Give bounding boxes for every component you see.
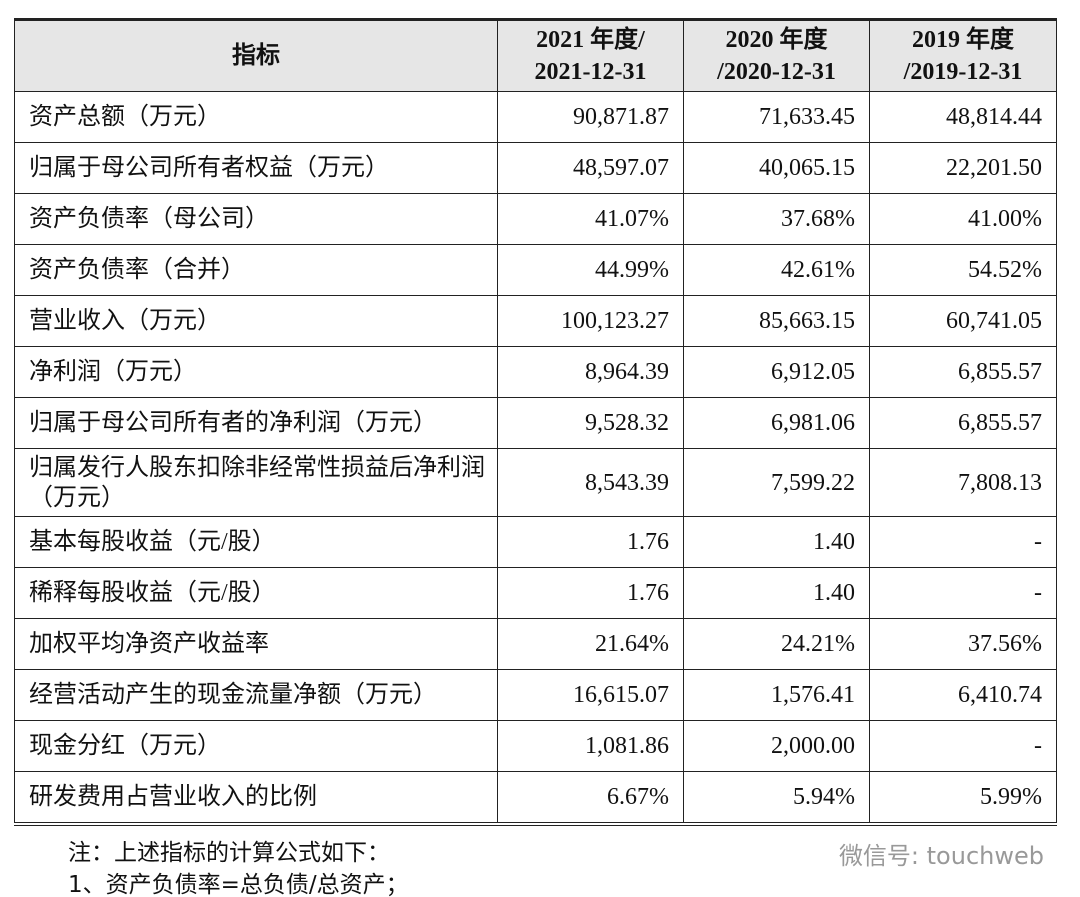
table-row: 经营活动产生的现金流量净额（万元） 16,615.07 1,576.41 6,410.… bbox=[14, 669, 1057, 721]
label-cell: 净利润（万元） bbox=[14, 346, 498, 398]
label-cell: 经营活动产生的现金流量净额（万元） bbox=[14, 669, 498, 721]
table-row: 归属于母公司所有者的净利润（万元） 9,528.32 6,981.06 6,855.5… bbox=[14, 397, 1057, 449]
value-cell: 7,808.13 bbox=[869, 448, 1057, 517]
value-cell: 6.67% bbox=[497, 771, 684, 825]
label-cell: 资产负债率（母公司） bbox=[14, 193, 498, 245]
label-cell: 归属于母公司所有者权益（万元） bbox=[14, 142, 498, 194]
header-cell: 2021 年度/2021-12-31 bbox=[497, 19, 684, 92]
header-line: 2021 年度/ bbox=[536, 27, 645, 53]
value-cell: 60,741.05 bbox=[869, 295, 1057, 347]
value-cell: 42.61% bbox=[683, 244, 870, 296]
value-cell: 6,981.06 bbox=[683, 397, 870, 449]
header-line: 2019 年度 bbox=[912, 27, 1014, 53]
header-line: /2020-12-31 bbox=[717, 59, 836, 85]
value-cell: 22,201.50 bbox=[869, 142, 1057, 194]
watermark: 微信号: touchweb bbox=[838, 842, 1044, 870]
label-cell: 归属发行人股东扣除非经常性损益后净利润（万元） bbox=[14, 448, 498, 517]
value-cell: 44.99% bbox=[497, 244, 684, 296]
value-cell: 5.94% bbox=[683, 771, 870, 825]
label-cell: 基本每股收益（元/股） bbox=[14, 516, 498, 568]
label-cell: 资产总额（万元） bbox=[14, 91, 498, 143]
label-cell: 营业收入（万元） bbox=[14, 295, 498, 347]
value-cell: 37.68% bbox=[683, 193, 870, 245]
value-cell: 21.64% bbox=[497, 618, 684, 670]
table-row: 基本每股收益（元/股） 1.76 1.40- bbox=[14, 516, 1057, 568]
table-row: 研发费用占营业收入的比例 6.67% 5.94% 5.99% bbox=[14, 771, 1057, 825]
value-cell: - bbox=[869, 720, 1057, 772]
table-row: 归属发行人股东扣除非经常性损益后净利润（万元） 8,543.39 7,599.22 7… bbox=[14, 448, 1057, 517]
value-cell: 71,633.45 bbox=[683, 91, 870, 143]
table-row: 归属于母公司所有者权益（万元） 48,597.07 40,065.15 22,201.… bbox=[14, 142, 1057, 194]
value-cell: 100,123.27 bbox=[497, 295, 684, 347]
value-cell: 40,065.15 bbox=[683, 142, 870, 194]
header-cell: 2020 年度/2020-12-31 bbox=[683, 19, 870, 92]
value-cell: 9,528.32 bbox=[497, 397, 684, 449]
header-line: /2019-12-31 bbox=[903, 59, 1023, 85]
label-cell: 归属于母公司所有者的净利润（万元） bbox=[14, 397, 498, 449]
value-cell: 48,597.07 bbox=[497, 142, 684, 194]
header-row: 指标 2021 年度/2021-12-31 2020 年度/2020-12-31 20… bbox=[14, 19, 1057, 92]
label-cell: 资产负债率（合并） bbox=[14, 244, 498, 296]
value-cell: - bbox=[869, 516, 1057, 568]
value-cell: 54.52% bbox=[869, 244, 1057, 296]
note-line: 注：上述指标的计算公式如下： bbox=[68, 840, 390, 866]
table-row: 资产总额（万元） 90,871.87 71,633.45 48,814.44 bbox=[14, 91, 1057, 143]
value-cell: 1.40 bbox=[683, 516, 870, 568]
label-cell: 研发费用占营业收入的比例 bbox=[14, 771, 498, 825]
table-row: 现金分红（万元） 1,081.86 2,000.00- bbox=[14, 720, 1057, 772]
value-cell: 41.00% bbox=[869, 193, 1057, 245]
value-cell: 6,855.57 bbox=[869, 346, 1057, 398]
note-line: 1、资产负债率=总负债/总资产； bbox=[68, 872, 409, 897]
value-cell: 8,964.39 bbox=[497, 346, 684, 398]
header-line: 2020 年度 bbox=[725, 27, 828, 53]
value-cell: 37.56% bbox=[869, 618, 1057, 670]
table-row: 净利润（万元） 8,964.39 6,912.05 6,855.57 bbox=[14, 346, 1057, 398]
value-cell: 5.99% bbox=[869, 771, 1057, 825]
value-cell: 41.07% bbox=[497, 193, 684, 245]
header-line: 2021-12-31 bbox=[534, 59, 647, 85]
table-row: 营业收入（万元） 100,123.27 85,663.15 60,741.05 bbox=[14, 295, 1057, 347]
table-row: 资产负债率（合并） 44.99% 42.61% 54.52% bbox=[14, 244, 1057, 296]
header-cell: 2019 年度/2019-12-31 bbox=[869, 19, 1057, 92]
value-cell: 85,663.15 bbox=[683, 295, 870, 347]
table-row: 稀释每股收益（元/股） 1.76 1.40- bbox=[14, 567, 1057, 619]
header-line: 指标 bbox=[232, 43, 280, 69]
table-row: 加权平均净资产收益率 21.64% 24.21% 37.56% bbox=[14, 618, 1057, 670]
value-cell: 6,912.05 bbox=[683, 346, 870, 398]
value-cell: - bbox=[869, 567, 1057, 619]
value-cell: 48,814.44 bbox=[869, 91, 1057, 143]
value-cell: 1,576.41 bbox=[683, 669, 870, 721]
value-cell: 24.21% bbox=[683, 618, 870, 670]
value-cell: 8,543.39 bbox=[497, 448, 684, 517]
value-cell: 1.40 bbox=[683, 567, 870, 619]
label-cell: 稀释每股收益（元/股） bbox=[14, 567, 498, 619]
label-cell: 现金分红（万元） bbox=[14, 720, 498, 772]
value-cell: 90,871.87 bbox=[497, 91, 684, 143]
value-cell: 1,081.86 bbox=[497, 720, 684, 772]
value-cell: 16,615.07 bbox=[497, 669, 684, 721]
data-table: 指标 2021 年度/2021-12-31 2020 年度/2020-12-31 20… bbox=[14, 18, 1057, 826]
value-cell: 6,410.74 bbox=[869, 669, 1057, 721]
value-cell: 1.76 bbox=[497, 567, 684, 619]
value-cell: 6,855.57 bbox=[869, 397, 1057, 449]
table-body: 资产总额（万元） 90,871.87 71,633.45 48,814.44 归属于母公… bbox=[14, 91, 1057, 825]
label-cell: 加权平均净资产收益率 bbox=[14, 618, 498, 670]
value-cell: 7,599.22 bbox=[683, 448, 870, 517]
value-cell: 2,000.00 bbox=[683, 720, 870, 772]
table-row: 资产负债率（母公司） 41.07% 37.68% 41.00% bbox=[14, 193, 1057, 245]
header-cell: 指标 bbox=[14, 19, 498, 92]
value-cell: 1.76 bbox=[497, 516, 684, 568]
